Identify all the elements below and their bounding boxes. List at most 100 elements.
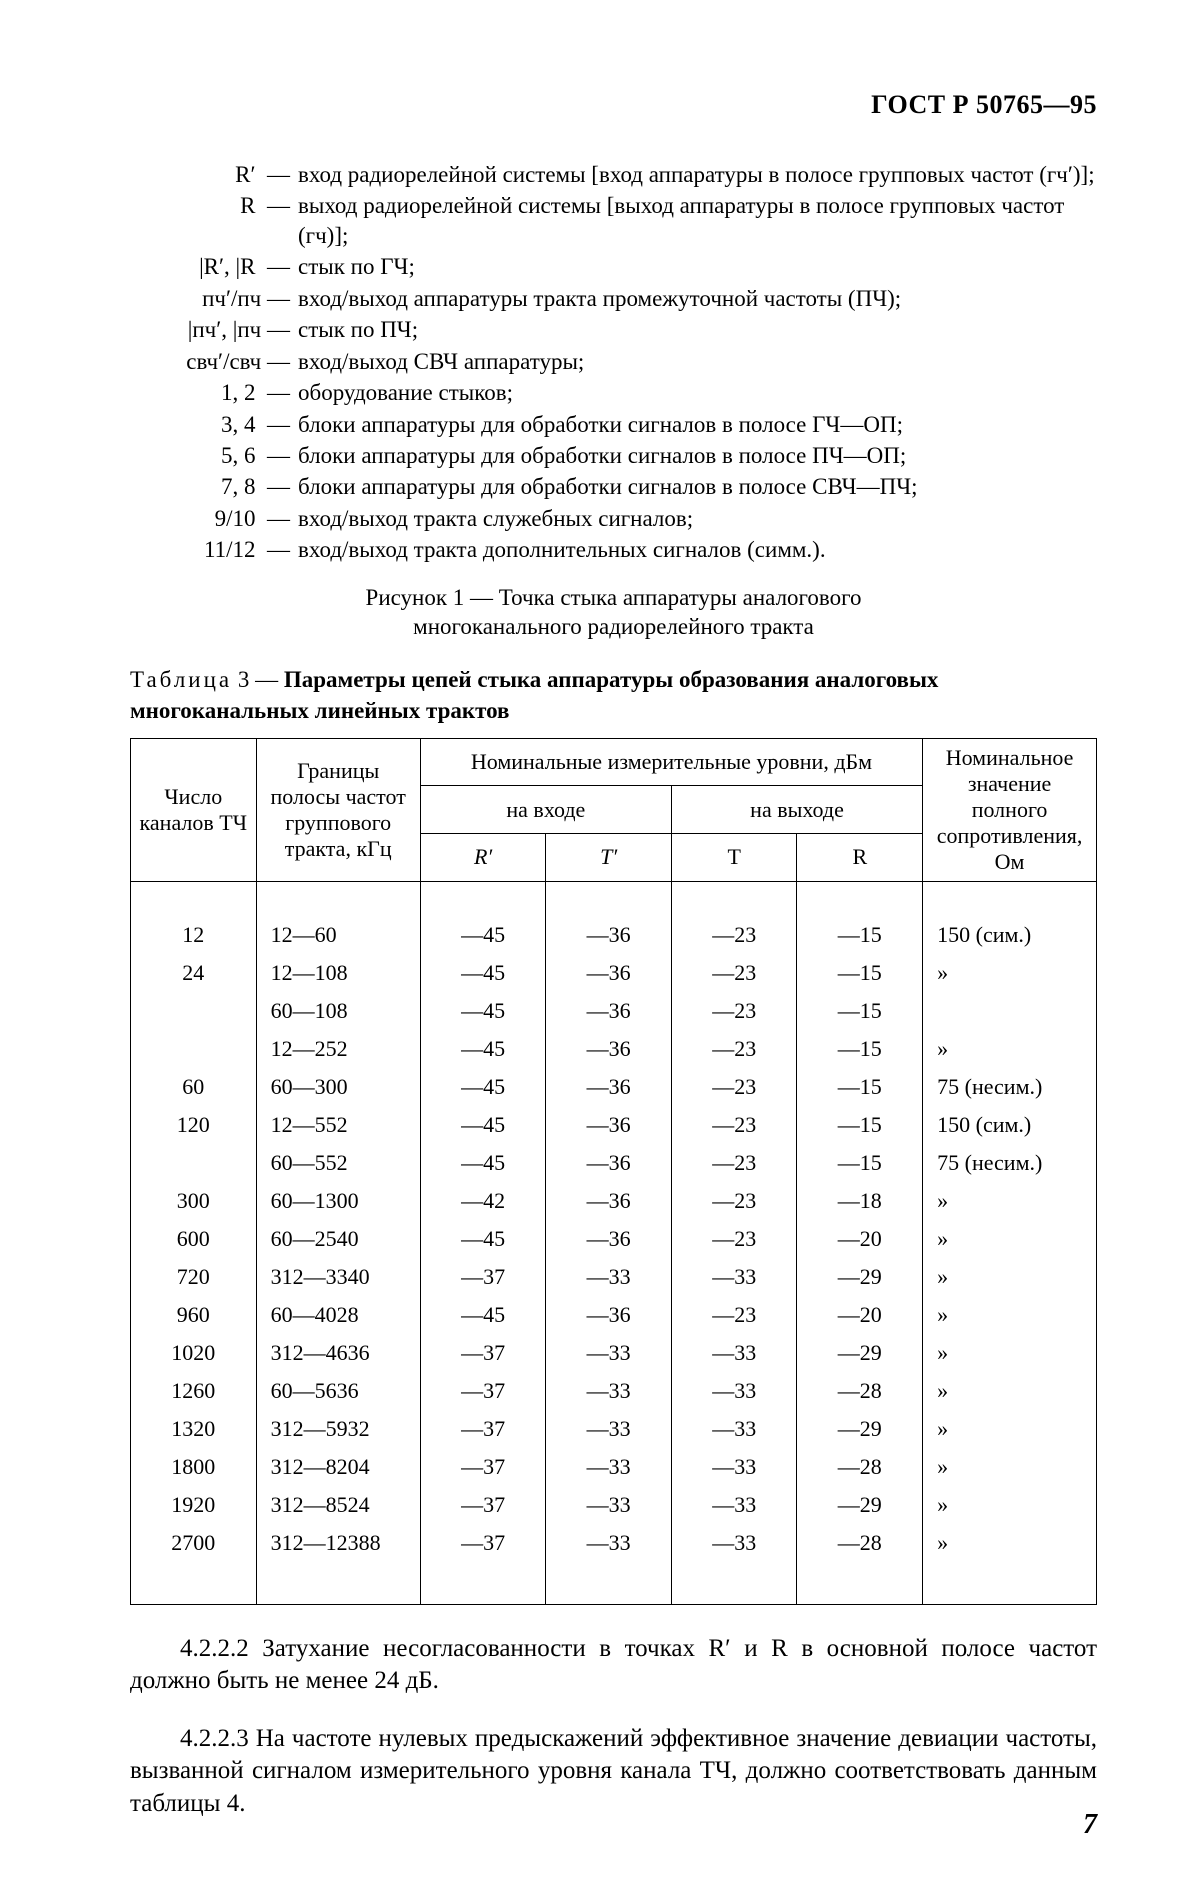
definition-key: 5, 6 — [130, 441, 298, 470]
table-cell: —33 [671, 1372, 797, 1410]
table-cell: —28 [797, 1372, 923, 1410]
table-cell: —33 [671, 1448, 797, 1486]
table-cell: —33 [546, 1334, 672, 1372]
table-cell: —23 [671, 1220, 797, 1258]
definition-text: вход/выход тракта дополнительных сигнало… [298, 535, 1097, 564]
table-cell: —36 [546, 1144, 672, 1182]
table-cell: 75 (несим.) [923, 1068, 1097, 1106]
table-cell: —23 [671, 1030, 797, 1068]
table-cell: —36 [546, 1220, 672, 1258]
table-row: 96060—4028—45—36—23—20» [131, 1296, 1097, 1334]
table-cell: —37 [420, 1448, 546, 1486]
table-cell: —37 [420, 1410, 546, 1448]
table-title-number: 3 — [238, 667, 284, 692]
definition-key: R — [130, 191, 298, 220]
table-cell: 312—8524 [256, 1486, 420, 1524]
table-title-prefix: Таблица [130, 667, 232, 692]
table-cell: —29 [797, 1334, 923, 1372]
table-cell: » [923, 1448, 1097, 1486]
table-cell: —36 [546, 1106, 672, 1144]
definition-row: 7, 8 —блоки аппаратуры для обработки сиг… [130, 472, 1097, 501]
table-cell: 150 (сим.) [923, 1106, 1097, 1144]
table-cell: —45 [420, 1106, 546, 1144]
table-cell: —23 [671, 954, 797, 992]
table-cell: —15 [797, 1030, 923, 1068]
table-cell: 60—108 [256, 992, 420, 1030]
table-cell: —37 [420, 1334, 546, 1372]
table-cell: —33 [671, 1486, 797, 1524]
definition-text: выход радиорелейной системы [выход аппар… [298, 191, 1097, 250]
table-cell: —45 [420, 1144, 546, 1182]
table-cell: —15 [797, 992, 923, 1030]
table-cell: 12—552 [256, 1106, 420, 1144]
table-cell: 960 [131, 1296, 257, 1334]
table-cell: 312—3340 [256, 1258, 420, 1296]
definition-key: свч′/свч — [130, 347, 298, 376]
th-input: на входе [420, 786, 671, 834]
page: ГОСТ Р 50765—95 R′ —вход радиорелейной с… [0, 0, 1187, 1885]
table-cell: » [923, 1524, 1097, 1562]
definition-key: 9/10 — [130, 504, 298, 533]
table-cell: 1320 [131, 1410, 257, 1448]
paragraph-4-2-2-2: 4.2.2.2 Затухание несогласованности в то… [130, 1633, 1097, 1698]
table-cell: 12—60 [256, 916, 420, 954]
table-cell: » [923, 1296, 1097, 1334]
th-t: T [671, 833, 797, 881]
th-output: на выходе [671, 786, 922, 834]
table-cell: —23 [671, 916, 797, 954]
table-cell: —36 [546, 1182, 672, 1220]
table-cell: 1920 [131, 1486, 257, 1524]
table-cell: —36 [546, 1068, 672, 1106]
table-row: 30060—1300—42—36—23—18» [131, 1182, 1097, 1220]
table-cell: —45 [420, 1296, 546, 1334]
table-cell [131, 992, 257, 1030]
table-cell: 1800 [131, 1448, 257, 1486]
table-cell: 1260 [131, 1372, 257, 1410]
table-cell: —33 [671, 1258, 797, 1296]
table-cell: —20 [797, 1220, 923, 1258]
table-cell: —45 [420, 1220, 546, 1258]
table-cell: —33 [546, 1486, 672, 1524]
definition-text: блоки аппаратуры для обработки сигналов … [298, 410, 1097, 439]
table-cell: 300 [131, 1182, 257, 1220]
definition-text: вход/выход СВЧ аппаратуры; [298, 347, 1097, 376]
table-cell: —33 [671, 1410, 797, 1448]
table-cell: —36 [546, 954, 672, 992]
table-row: 2412—108—45—36—23—15» [131, 954, 1097, 992]
table-cell: —45 [420, 916, 546, 954]
table-cell: 150 (сим.) [923, 916, 1097, 954]
th-levels: Номинальные измерительные уровни, дБм [420, 738, 922, 786]
table-head: Число каналов ТЧ Границы полосы частот г… [131, 738, 1097, 881]
definition-row: 1, 2 —оборудование стыков; [130, 378, 1097, 407]
definition-key: 7, 8 — [130, 472, 298, 501]
table-cell: 120 [131, 1106, 257, 1144]
definition-row: |пч′, |пч —стык по ПЧ; [130, 315, 1097, 344]
table-cell [131, 1144, 257, 1182]
definition-text: стык по ПЧ; [298, 315, 1097, 344]
table-cell: —23 [671, 1296, 797, 1334]
table-row: 1800312—8204—37—33—33—28» [131, 1448, 1097, 1486]
definition-text: блоки аппаратуры для обработки сигналов … [298, 441, 1097, 470]
paragraph-4-2-2-3: 4.2.2.3 На частоте нулевых предыскажений… [130, 1723, 1097, 1821]
definition-key: R′ — [130, 160, 298, 189]
definition-text: вход радиорелейной системы [вход аппарат… [298, 160, 1097, 189]
table-cell: —37 [420, 1524, 546, 1562]
table-row: 1920312—8524—37—33—33—29» [131, 1486, 1097, 1524]
table-row: 1020312—4636—37—33—33—29» [131, 1334, 1097, 1372]
table-row: 720312—3340—37—33—33—29» [131, 1258, 1097, 1296]
table-cell: » [923, 1220, 1097, 1258]
definition-key: 3, 4 — [130, 410, 298, 439]
table-cell: 60 [131, 1068, 257, 1106]
table-cell: 600 [131, 1220, 257, 1258]
figure-caption-line2: многоканального радиорелейного тракта [413, 614, 814, 639]
table-cell: —15 [797, 1106, 923, 1144]
table-cell: —29 [797, 1486, 923, 1524]
th-channels: Число каналов ТЧ [131, 738, 257, 881]
table-cell: 24 [131, 954, 257, 992]
table-row: 12012—552—45—36—23—15150 (сим.) [131, 1106, 1097, 1144]
table-body: 1212—60—45—36—23—15150 (сим.)2412—108—45… [131, 881, 1097, 1604]
th-impedance: Номинальное значение полного сопротивлен… [923, 738, 1097, 881]
table-cell: —33 [546, 1372, 672, 1410]
document-id: ГОСТ Р 50765—95 [130, 90, 1097, 120]
table-cell [923, 992, 1097, 1030]
